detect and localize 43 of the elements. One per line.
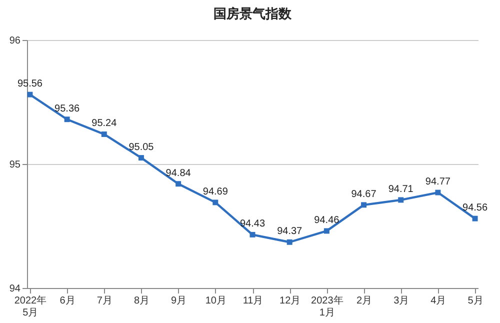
point — [176, 181, 182, 187]
x-tick-label: 10月 — [205, 296, 226, 306]
point — [324, 228, 330, 234]
x-tick-label: 7月 — [96, 296, 112, 306]
point — [64, 116, 70, 122]
data-label: 95.05 — [128, 142, 154, 153]
y-tick-label: 94 — [9, 284, 21, 294]
point — [361, 202, 367, 208]
x-tick-label: 8月 — [134, 296, 150, 306]
x-tick-label: 4月 — [430, 296, 446, 306]
data-label: 94.69 — [202, 186, 228, 198]
x-tick-label: 12月 — [280, 296, 301, 306]
data-label: 95.24 — [92, 118, 118, 130]
point — [472, 216, 478, 222]
data-label: 94.56 — [462, 202, 488, 214]
data-label: 94.37 — [277, 226, 303, 238]
x-tick-label: 2023年 1月 — [311, 294, 344, 318]
data-label: 95.36 — [54, 103, 80, 114]
data-label: 94.67 — [351, 188, 377, 200]
point — [250, 232, 256, 238]
point — [398, 197, 404, 203]
x-tick-label: 3月 — [394, 296, 410, 306]
x-tick-label: 2月 — [356, 296, 372, 306]
x-tick-label: 9月 — [171, 296, 187, 306]
data-label: 94.46 — [314, 214, 340, 226]
point — [138, 155, 144, 161]
point — [435, 190, 441, 196]
point — [101, 132, 107, 137]
point — [212, 200, 218, 206]
data-label: 94.77 — [425, 176, 451, 188]
x-tick-label: 5月 — [468, 296, 484, 306]
point — [27, 92, 33, 98]
data-label: 95.56 — [17, 78, 43, 90]
x-tick-label: 6月 — [60, 296, 76, 306]
x-tick-label: 11月 — [242, 296, 264, 306]
data-label: 94.71 — [388, 184, 414, 195]
y-tick-label: 95 — [9, 160, 21, 170]
y-tick-label: 96 — [9, 36, 21, 46]
data-label: 94.43 — [240, 218, 266, 230]
point — [286, 239, 292, 245]
chart-title: 国房景气指数 — [214, 6, 292, 21]
x-tick-label: 2022年 5月 — [14, 294, 47, 318]
data-label: 94.84 — [166, 168, 192, 179]
